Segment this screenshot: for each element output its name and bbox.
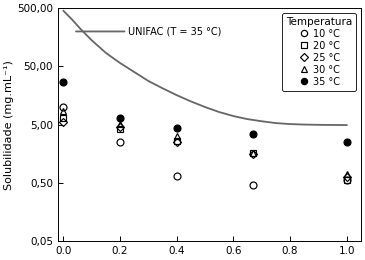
Legend: 10 °C, 20 °C, 25 °C, 30 °C, 35 °C: 10 °C, 20 °C, 25 °C, 30 °C, 35 °C [282, 13, 356, 90]
Y-axis label: Solubilidade (mg.mL⁻¹): Solubilidade (mg.mL⁻¹) [4, 60, 14, 190]
Text: UNIFAC (T = 35 °C): UNIFAC (T = 35 °C) [127, 27, 221, 36]
